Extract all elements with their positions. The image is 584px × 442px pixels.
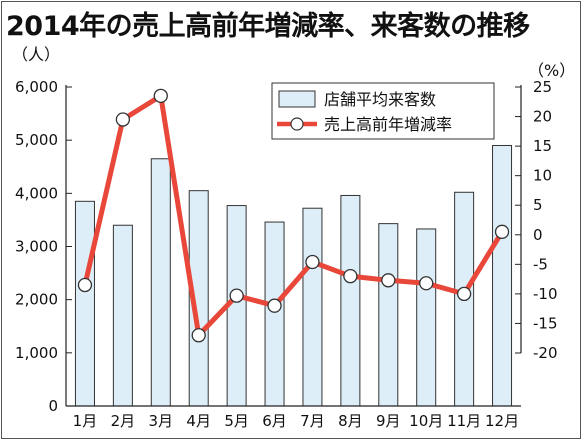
right-tick-label: 15 <box>533 137 552 155</box>
x-tick-label: 3月 <box>149 412 174 430</box>
x-tick-label: 12月 <box>485 412 519 430</box>
right-tick-label: 20 <box>533 108 552 126</box>
growth-rate-point-2 <box>115 112 131 127</box>
left-tick-label: 5,000 <box>15 131 58 149</box>
legend-line-marker <box>290 117 304 131</box>
left-tick-label: 1,000 <box>15 344 58 362</box>
growth-rate-point-10 <box>419 276 434 291</box>
bar-3 <box>150 158 171 407</box>
right-tick-label: 0 <box>533 226 543 244</box>
bar-7 <box>302 207 323 407</box>
growth-rate-point-5 <box>229 288 244 303</box>
right-tick-label: -15 <box>533 314 558 332</box>
bar-2 <box>112 224 133 407</box>
bar-6 <box>264 221 285 407</box>
growth-rate-point-8 <box>343 269 358 284</box>
x-tick-label: 2月 <box>111 412 136 430</box>
left-tick-label: 0 <box>48 397 58 415</box>
x-tick-label: 10月 <box>409 412 443 430</box>
x-tick-label: 8月 <box>338 412 363 430</box>
right-tick-label: -10 <box>533 285 558 303</box>
bar-9 <box>378 223 399 407</box>
left-tick-label: 4,000 <box>15 184 58 202</box>
growth-rate-point-1 <box>77 277 93 293</box>
bar-12 <box>492 144 513 407</box>
legend-bar-label: 店舗平均来客数 <box>324 90 436 109</box>
right-tick-label: -5 <box>533 255 548 273</box>
bar-10 <box>416 228 437 407</box>
growth-rate-point-9 <box>381 273 396 288</box>
growth-rate-point-11 <box>456 286 472 302</box>
right-tick-label: -20 <box>533 344 558 362</box>
growth-rate-point-4 <box>191 328 206 343</box>
right-axis-unit: （%） <box>528 61 575 80</box>
legend-bar-swatch <box>278 90 316 108</box>
x-tick-label: 9月 <box>376 412 401 430</box>
x-tick-label: 11月 <box>447 412 481 430</box>
right-tick-label: 10 <box>533 167 552 185</box>
chart-title: 2014年の売上高前年増減率、来客数の推移 <box>6 11 530 42</box>
x-tick-label: 5月 <box>224 412 249 430</box>
x-tick-label: 4月 <box>186 412 211 430</box>
x-tick-label: 1月 <box>73 412 98 430</box>
left-tick-label: 2,000 <box>15 291 58 309</box>
bar-8 <box>340 194 361 407</box>
bar-1 <box>74 200 95 407</box>
right-tick-label: 5 <box>533 196 543 214</box>
growth-rate-point-6 <box>267 298 282 313</box>
legend-line-label: 売上高前年増減率 <box>324 115 452 134</box>
left-axis-unit: （人） <box>12 45 60 64</box>
right-tick-label: 25 <box>533 78 552 96</box>
left-tick-label: 6,000 <box>15 78 58 96</box>
growth-rate-point-3 <box>153 88 168 104</box>
x-tick-label: 7月 <box>300 412 325 430</box>
growth-rate-point-12 <box>494 224 510 239</box>
growth-rate-point-7 <box>305 254 320 270</box>
x-tick-label: 6月 <box>262 412 287 430</box>
left-tick-label: 3,000 <box>15 238 58 256</box>
